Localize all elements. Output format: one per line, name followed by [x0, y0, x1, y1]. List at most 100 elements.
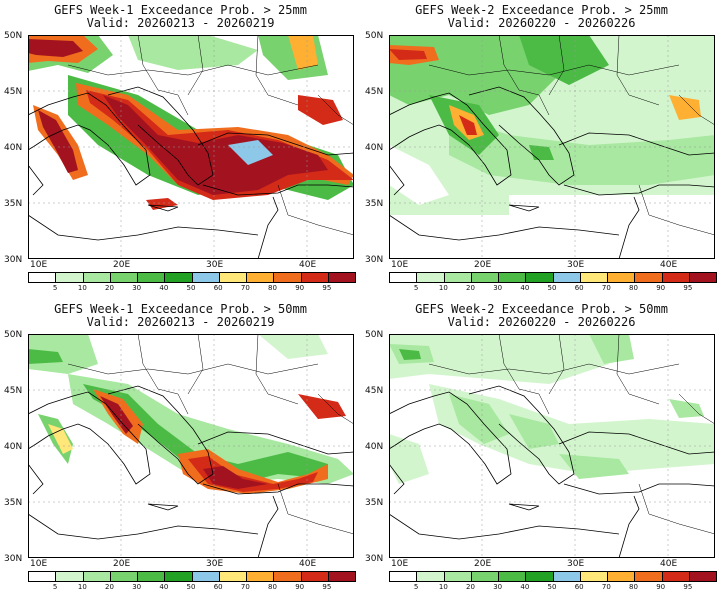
colorbar-label: 60 — [574, 583, 584, 591]
colorbar-swatch — [273, 572, 301, 581]
map-panel-week2-25mm: GEFS Week-2 Exceedance Prob. > 25mm Vali… — [361, 0, 722, 299]
lat-label: 50N — [4, 31, 23, 41]
colorbar-label: 5 — [413, 284, 419, 292]
colorbar-label: 80 — [629, 284, 638, 292]
colorbar-swatch — [29, 273, 56, 282]
lon-label: 30E — [206, 260, 224, 270]
colorbar-swatch — [82, 572, 110, 581]
lat-label: 50N — [4, 330, 23, 340]
colorbar-swatch — [443, 273, 471, 282]
colorbar-label: 50 — [547, 284, 557, 292]
map-panel-week1-25mm: GEFS Week-1 Exceedance Prob. > 25mm Vali… — [0, 0, 361, 299]
colorbar-swatch — [552, 572, 580, 581]
colorbar-swatch — [498, 273, 526, 282]
colorbar-label: 50 — [186, 284, 196, 292]
map-canvas — [389, 334, 715, 558]
lat-label: 35N — [4, 498, 23, 508]
probability-map — [28, 334, 354, 558]
colorbar-swatch — [327, 572, 355, 581]
colorbar-swatch — [470, 572, 498, 581]
colorbar-label: 20 — [466, 583, 475, 591]
colorbar-swatch — [300, 572, 328, 581]
colorbar-swatch — [688, 572, 716, 581]
colorbar-swatch — [273, 273, 301, 282]
colorbar-label: 80 — [268, 284, 277, 292]
lat-label: 30N — [4, 554, 23, 564]
lat-label: 40N — [365, 143, 384, 153]
colorbar-swatch — [416, 273, 444, 282]
colorbar-label: 90 — [295, 583, 305, 591]
map-panel-week2-50mm: GEFS Week-2 Exceedance Prob. > 50mm Vali… — [361, 299, 722, 598]
colorbar-label: 30 — [493, 284, 503, 292]
colorbar-swatch — [688, 273, 716, 282]
map-canvas — [28, 35, 354, 259]
colorbar-swatch — [470, 273, 498, 282]
colorbar-swatch — [607, 572, 635, 581]
panel-title: GEFS Week-1 Exceedance Prob. > 25mm — [54, 3, 307, 17]
colorbar-label: 10 — [438, 583, 448, 591]
colorbar-label: 10 — [77, 284, 87, 292]
lat-label: 50N — [365, 31, 384, 41]
borders — [428, 334, 715, 535]
colorbar-label: 60 — [574, 284, 584, 292]
colorbar-label: 50 — [186, 583, 196, 591]
lon-label: 20E — [113, 559, 131, 569]
colorbar-swatch — [443, 572, 471, 581]
borders — [67, 334, 354, 535]
map-canvas — [389, 35, 715, 259]
colorbar-label: 70 — [240, 284, 250, 292]
map-canvas — [28, 334, 354, 558]
colorbar-label: 30 — [493, 583, 503, 591]
lon-label: 30E — [206, 559, 224, 569]
panel-title: GEFS Week-2 Exceedance Prob. > 50mm — [415, 302, 668, 316]
colorbar-label: 70 — [240, 583, 250, 591]
probability-map — [28, 35, 354, 259]
colorbar — [28, 571, 356, 582]
panel-valid-dates: Valid: 20260213 - 20260219 — [86, 315, 275, 329]
colorbar-swatch — [218, 273, 246, 282]
gridlines — [389, 35, 715, 259]
panel-valid-dates: Valid: 20260220 - 20260226 — [447, 315, 636, 329]
colorbar-swatch — [55, 273, 83, 282]
lat-label: 50N — [365, 330, 384, 340]
gridlines — [389, 334, 715, 558]
lon-label: 40E — [299, 559, 317, 569]
colorbar-swatch — [300, 273, 328, 282]
colorbar-swatch — [164, 572, 192, 581]
borders — [428, 35, 715, 236]
coastlines — [389, 86, 715, 259]
colorbar-swatch — [498, 572, 526, 581]
colorbar-label: 90 — [295, 284, 305, 292]
colorbar-label: 5 — [52, 583, 58, 591]
lat-label: 35N — [4, 199, 23, 209]
lat-label: 45N — [4, 87, 23, 97]
colorbar-label: 40 — [520, 284, 530, 292]
colorbar-label: 50 — [547, 583, 557, 591]
colorbar-label: 80 — [629, 583, 638, 591]
borders — [67, 35, 354, 236]
colorbar-swatch — [109, 273, 137, 282]
colorbar-label: 30 — [132, 284, 142, 292]
lon-label: 40E — [299, 260, 317, 270]
probability-shading — [389, 334, 715, 484]
colorbar-swatch — [164, 273, 192, 282]
lat-label: 40N — [4, 442, 23, 452]
colorbar-label: 70 — [601, 284, 611, 292]
coastlines — [389, 385, 715, 558]
lon-label: 10E — [391, 260, 409, 270]
colorbar-label: 40 — [159, 284, 169, 292]
probability-shading — [28, 35, 354, 210]
colorbar-swatch — [661, 572, 689, 581]
colorbar-label: 80 — [268, 583, 277, 591]
colorbar-swatch — [82, 273, 110, 282]
colorbar-label: 95 — [322, 284, 332, 292]
lat-label: 30N — [4, 255, 23, 265]
panel-valid-dates: Valid: 20260220 - 20260226 — [447, 16, 636, 30]
colorbar-swatch — [634, 572, 662, 581]
colorbar-label: 10 — [438, 284, 448, 292]
colorbar-swatch — [390, 572, 417, 581]
colorbar-swatch — [246, 273, 274, 282]
lat-label: 45N — [365, 87, 384, 97]
colorbar — [389, 571, 717, 582]
colorbar-label: 60 — [213, 284, 223, 292]
